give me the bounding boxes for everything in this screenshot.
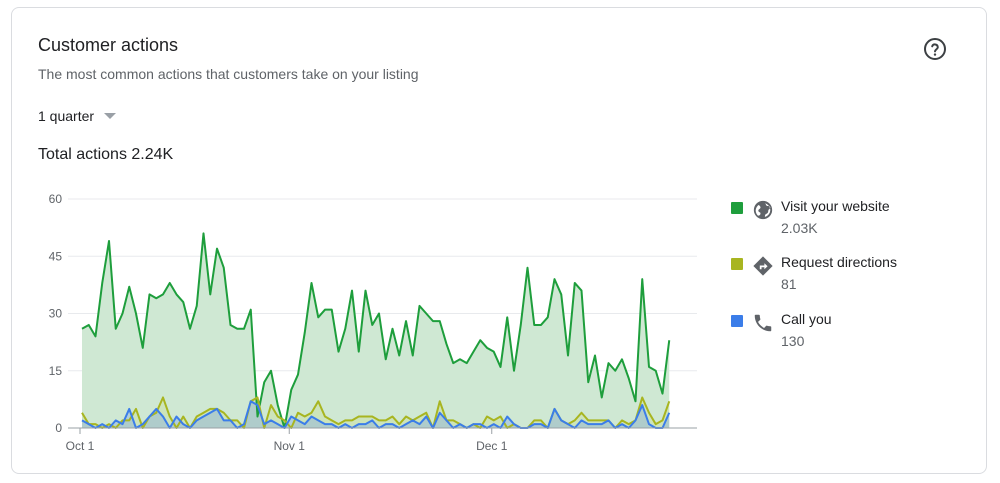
series-area-0	[82, 233, 670, 428]
legend-value-call-you: 130	[781, 333, 805, 349]
series-line-1	[81, 396, 671, 429]
x-tick-label: Oct 1	[66, 439, 95, 453]
series-line-2	[81, 400, 671, 429]
dropdown-arrow-icon	[104, 113, 117, 119]
y-tick-label: 0	[55, 421, 62, 435]
legend-value-visit-website: 2.03K	[781, 220, 818, 236]
legend-swatch-visit-website	[731, 202, 743, 214]
phone-icon	[754, 314, 772, 332]
y-tick-label: 15	[49, 364, 63, 378]
x-tick-label: Dec 1	[476, 439, 508, 453]
period-dropdown[interactable]: 1 quarter	[38, 108, 117, 124]
period-dropdown-label: 1 quarter	[38, 108, 95, 124]
legend-item-visit-website[interactable]: Visit your website 2.03K	[729, 196, 969, 241]
globe-icon	[753, 200, 773, 220]
y-tick-label: 60	[49, 192, 63, 206]
y-tick-label: 30	[49, 307, 63, 321]
help-circle-icon[interactable]	[923, 37, 947, 61]
legend-value-request-directions: 81	[781, 276, 797, 292]
legend-label-visit-website: Visit your website	[781, 198, 890, 214]
x-tick-label: Nov 1	[274, 439, 306, 453]
card-subtitle: The most common actions that customers t…	[38, 66, 419, 82]
y-tick-label: 45	[49, 249, 63, 263]
legend-item-call-you[interactable]: Call you 130	[729, 309, 969, 354]
card-title: Customer actions	[38, 35, 179, 55]
legend-label-call-you: Call you	[781, 311, 832, 327]
legend-swatch-request-directions	[731, 258, 743, 270]
directions-icon	[753, 256, 773, 276]
total-actions: Total actions 2.24K	[38, 146, 174, 163]
legend-swatch-call-you	[731, 315, 743, 327]
series-line-0	[81, 232, 671, 429]
legend-item-request-directions[interactable]: Request directions 81	[729, 252, 969, 297]
legend-label-request-directions: Request directions	[781, 254, 897, 270]
